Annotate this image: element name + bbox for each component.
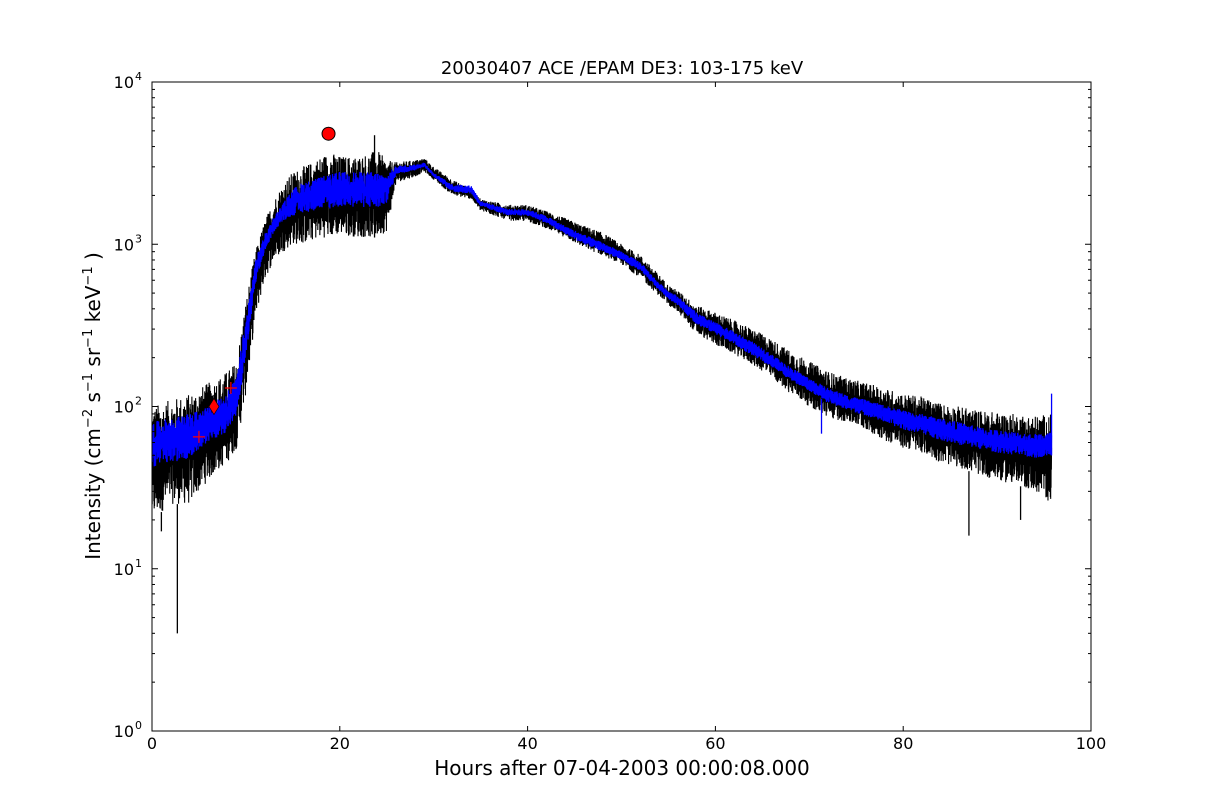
y-tick-base: 10 bbox=[114, 235, 134, 254]
x-tick-label: 0 bbox=[147, 734, 157, 753]
x-tick-label: 20 bbox=[330, 734, 350, 753]
y-tick-label: 10 bbox=[114, 560, 134, 579]
marker-plus bbox=[224, 382, 237, 395]
x-tick-label: 100 bbox=[1076, 734, 1107, 753]
y-tick-base: 10 bbox=[114, 722, 134, 741]
x-axis: 0 20 40 60 80 100 bbox=[147, 82, 1106, 753]
y-tick-exponent: 1 bbox=[135, 557, 142, 570]
y-axis-label-unit: s bbox=[81, 392, 105, 409]
y-axis-label-unit: sr bbox=[81, 347, 105, 373]
x-axis-label: Hours after 07-04-2003 00:00:08.000 bbox=[434, 756, 810, 780]
y-tick-base: 10 bbox=[114, 398, 134, 417]
y-tick-label: 10 bbox=[114, 398, 134, 417]
series-layer bbox=[152, 135, 1053, 634]
marker-layer bbox=[192, 126, 336, 443]
series-smoothed-line bbox=[152, 162, 1053, 467]
y-tick-exponent: 0 bbox=[135, 719, 142, 732]
y-axis-label-exponent: −1 bbox=[81, 266, 96, 285]
x-tick-label: 80 bbox=[893, 734, 913, 753]
y-axis-label-exponent: −1 bbox=[81, 373, 96, 392]
x-tick-label: 60 bbox=[705, 734, 725, 753]
y-axis-label-exponent: −1 bbox=[81, 329, 96, 348]
y-tick-label: 10 bbox=[114, 722, 134, 741]
y-tick-exponent: 3 bbox=[135, 232, 142, 245]
y-tick-exponent: 2 bbox=[135, 395, 142, 408]
series-raw-line bbox=[152, 152, 1053, 511]
marker-plus bbox=[192, 430, 205, 443]
y-tick-label: 10 bbox=[114, 235, 134, 254]
peak-marker-circle bbox=[321, 126, 336, 141]
y-tick-exponent: 4 bbox=[135, 70, 142, 83]
y-tick-base: 10 bbox=[114, 560, 134, 579]
y-axis-label-exponent: −2 bbox=[81, 409, 96, 428]
y-axis-label-prefix: Intensity (cm bbox=[81, 428, 105, 560]
y-axis-label-suffix: ) bbox=[81, 252, 105, 266]
onset-marker-diamond bbox=[208, 397, 220, 416]
y-tick-base: 10 bbox=[114, 73, 134, 92]
chart-title: 20030407 ACE /EPAM DE3: 103-175 keV bbox=[441, 58, 804, 79]
y-axis-label-unit: keV bbox=[81, 285, 105, 329]
y-tick-label: 10 bbox=[114, 73, 134, 92]
y-axis-label: Intensity (cm−2 s−1 sr−1 keV−1 ) bbox=[81, 252, 105, 560]
x-tick-label: 40 bbox=[517, 734, 537, 753]
